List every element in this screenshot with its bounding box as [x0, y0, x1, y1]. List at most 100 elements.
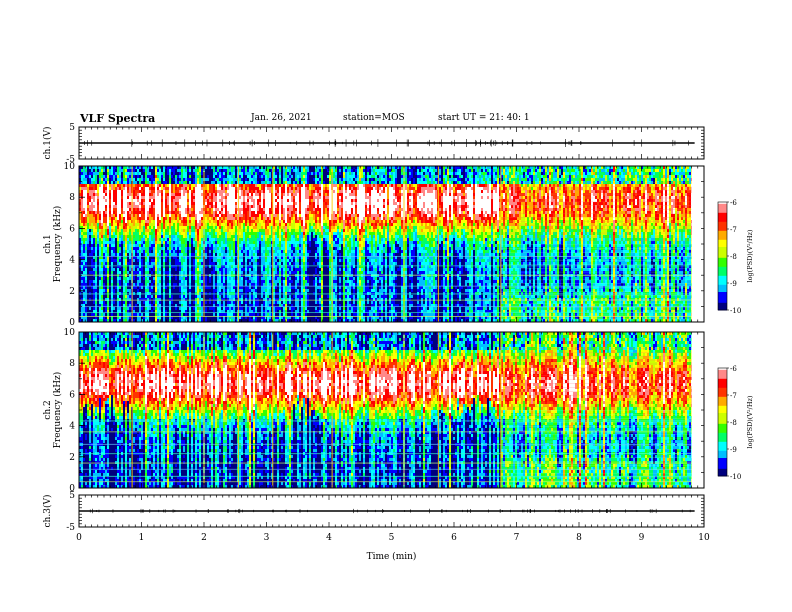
- heatmap-cell: [81, 238, 83, 241]
- heatmap-cell: [85, 205, 87, 208]
- heatmap-cell: [115, 235, 117, 238]
- heatmap-cell: [85, 241, 87, 244]
- heatmap-cell: [105, 247, 107, 250]
- heatmap-cell: [111, 253, 113, 256]
- heatmap-cell: [81, 178, 83, 181]
- heatmap-cell: [87, 313, 89, 316]
- heatmap-cell: [101, 211, 103, 214]
- heatmap-cell: [105, 277, 107, 280]
- heatmap-cell: [89, 298, 91, 301]
- heatmap-cell: [107, 280, 109, 283]
- heatmap-cell: [83, 175, 85, 178]
- heatmap-cell: [101, 190, 103, 193]
- heatmap-cell: [109, 241, 111, 244]
- heatmap-cell: [99, 229, 101, 232]
- heatmap-cell: [97, 202, 99, 205]
- heatmap-cell: [97, 205, 99, 208]
- heatmap-cell: [103, 280, 105, 283]
- heatmap-cell: [91, 277, 93, 280]
- heatmap-cell: [83, 301, 85, 304]
- heatmap-cell: [93, 271, 95, 274]
- heatmap-cell: [101, 202, 103, 205]
- heatmap-cell: [103, 268, 105, 271]
- heatmap-cell: [95, 301, 97, 304]
- heatmap-cell: [117, 172, 119, 175]
- heatmap-cell: [97, 253, 99, 256]
- heatmap-cell: [91, 247, 93, 250]
- heatmap-cell: [103, 295, 105, 298]
- heatmap-cell: [115, 307, 117, 310]
- heatmap-cell: [107, 277, 109, 280]
- heatmap-cell: [99, 220, 101, 223]
- heatmap-cell: [91, 169, 93, 172]
- heatmap-cell: [93, 232, 95, 235]
- heatmap-cell: [95, 268, 97, 271]
- heatmap-cell: [81, 199, 83, 202]
- heatmap-cell: [101, 250, 103, 253]
- heatmap-cell: [115, 298, 117, 301]
- heatmap-cell: [103, 244, 105, 247]
- heatmap-cell: [111, 304, 113, 307]
- heatmap-cell: [107, 307, 109, 310]
- heatmap-cell: [101, 205, 103, 208]
- heatmap-cell: [111, 268, 113, 271]
- heatmap-cell: [105, 178, 107, 181]
- heatmap-cell: [81, 235, 83, 238]
- heatmap-cell: [91, 295, 93, 298]
- heatmap-cell: [113, 220, 115, 223]
- heatmap-cell: [85, 238, 87, 241]
- heatmap-cell: [95, 244, 97, 247]
- heatmap-cell: [115, 268, 117, 271]
- heatmap-cell: [105, 250, 107, 253]
- heatmap-cell: [109, 253, 111, 256]
- heatmap-cell: [113, 289, 115, 292]
- heatmap-cell: [93, 172, 95, 175]
- heatmap-cell: [91, 190, 93, 193]
- heatmap-cell: [111, 184, 113, 187]
- heatmap-cell: [115, 238, 117, 241]
- heatmap-cell: [105, 181, 107, 184]
- heatmap-cell: [113, 238, 115, 241]
- heatmap-cell: [99, 181, 101, 184]
- heatmap-cell: [119, 205, 121, 208]
- heatmap-cell: [99, 205, 101, 208]
- heatmap-cell: [89, 211, 91, 214]
- heatmap-cell: [119, 214, 121, 217]
- heatmap-cell: [97, 289, 99, 292]
- heatmap-cell: [101, 271, 103, 274]
- heatmap-cell: [109, 199, 111, 202]
- heatmap-cell: [83, 268, 85, 271]
- heatmap-cell: [117, 235, 119, 238]
- heatmap-cell: [113, 211, 115, 214]
- heatmap-cell: [109, 280, 111, 283]
- heatmap-cell: [93, 178, 95, 181]
- heatmap-cell: [83, 241, 85, 244]
- heatmap-cell: [85, 217, 87, 220]
- heatmap-cell: [97, 187, 99, 190]
- heatmap-cell: [85, 277, 87, 280]
- heatmap-cell: [83, 262, 85, 265]
- heatmap-cell: [117, 232, 119, 235]
- heatmap-cell: [93, 217, 95, 220]
- heatmap-cell: [81, 193, 83, 196]
- heatmap-cell: [117, 259, 119, 262]
- heatmap-cell: [97, 178, 99, 181]
- heatmap-cell: [101, 274, 103, 277]
- heatmap-cell: [87, 220, 89, 223]
- heatmap-cell: [95, 241, 97, 244]
- heatmap-cell: [95, 247, 97, 250]
- heatmap-cell: [105, 232, 107, 235]
- heatmap-cell: [109, 205, 111, 208]
- heatmap-cell: [105, 205, 107, 208]
- heatmap-cell: [93, 247, 95, 250]
- heatmap-cell: [99, 298, 101, 301]
- heatmap-cell: [101, 244, 103, 247]
- heatmap-cell: [83, 172, 85, 175]
- heatmap-cell: [119, 172, 121, 175]
- heatmap-cell: [99, 175, 101, 178]
- heatmap-cell: [87, 175, 89, 178]
- heatmap-cell: [115, 280, 117, 283]
- heatmap-cell: [91, 268, 93, 271]
- heatmap-cell: [105, 208, 107, 211]
- heatmap-cell: [113, 226, 115, 229]
